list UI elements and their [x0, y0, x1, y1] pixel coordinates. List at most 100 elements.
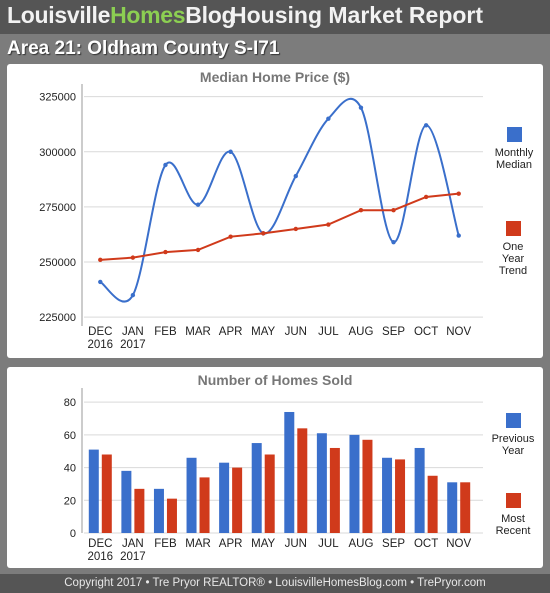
legend-swatch-monthly-median [506, 127, 522, 142]
legend-one-year-trend: One Year Trend [491, 221, 535, 277]
bar-previous-year [447, 482, 458, 533]
footer: Copyright 2017 • Tre Pryor REALTOR® • Lo… [0, 574, 550, 593]
series-line-one-year-trend [100, 192, 459, 261]
chart-title: Number of Homes Sold [198, 372, 353, 388]
y-tick-label: 0 [70, 528, 76, 540]
bar-most-recent [264, 454, 275, 533]
x-tick-label: FEB [154, 326, 177, 338]
header-bar: LouisvilleHomesBlog Housing Market Repor… [0, 0, 550, 34]
x-tick-label: JAN 2017 [120, 326, 146, 351]
x-tick-label: JUN [285, 538, 307, 550]
legend-swatch-one-year-trend [505, 221, 521, 236]
data-point [423, 123, 429, 128]
bar-most-recent [134, 488, 145, 533]
legend-most-recent: Most Recent [491, 493, 535, 537]
bar-previous-year [284, 411, 295, 533]
x-tick-label: NOV [446, 538, 471, 550]
x-tick-label: MAY [251, 538, 275, 550]
data-point [391, 208, 396, 213]
y-tick-label: 80 [64, 397, 76, 409]
x-tick-label: MAR [185, 326, 211, 338]
bar-previous-year [88, 449, 99, 533]
bar-most-recent [329, 447, 340, 533]
data-point [423, 194, 429, 200]
bar-most-recent [297, 428, 308, 533]
x-tick-label: DEC 2016 [87, 326, 113, 351]
data-point [456, 233, 461, 238]
series-line-monthly-median [99, 98, 460, 303]
y-tick-label: 275000 [39, 202, 76, 214]
x-tick-label: FEB [154, 538, 177, 550]
x-tick-label: MAY [251, 326, 275, 338]
y-tick-label: 40 [64, 463, 76, 475]
bar-most-recent [427, 475, 438, 533]
y-tick-label: 300000 [39, 147, 76, 159]
data-point [391, 239, 396, 245]
x-tick-label: AUG [348, 538, 373, 550]
legend-label-previous-year: Previous Year [491, 433, 535, 457]
data-point [358, 208, 364, 213]
bar-previous-year [414, 447, 425, 533]
legend-previous-year: Previous Year [487, 413, 539, 457]
brand-part-2: Homes [110, 2, 186, 28]
data-point [195, 202, 201, 207]
x-tick-label: JAN 2017 [120, 538, 146, 563]
data-point [228, 149, 233, 154]
x-tick-label: SEP [382, 538, 405, 550]
data-point [130, 292, 136, 298]
bar-most-recent [460, 482, 471, 533]
bar-previous-year [219, 462, 230, 533]
legend-monthly-median: Monthly Median [489, 127, 539, 171]
legend-label-one-year-trend: One Year Trend [498, 241, 528, 277]
legend-label-most-recent: Most Recent [495, 513, 531, 537]
brand-part-3: Blog [185, 2, 236, 28]
data-point [195, 247, 201, 253]
x-tick-label: JUL [318, 326, 339, 338]
y-tick-label: 250000 [39, 257, 76, 269]
y-tick-label: 60 [64, 430, 76, 442]
x-tick-label: JUN [285, 326, 307, 338]
median-price-chart: Median Home Price ($) 325000 300000 275000 2… [39, 69, 483, 351]
bar-previous-year [153, 488, 164, 533]
data-point [163, 162, 168, 168]
data-point [130, 255, 136, 260]
data-point [293, 226, 298, 232]
data-point [358, 105, 364, 110]
bar-previous-year [349, 434, 360, 533]
bar-previous-year [121, 470, 132, 533]
data-point [163, 249, 168, 255]
data-point [456, 191, 461, 196]
report-title: Housing Market Report [230, 2, 484, 28]
chart-title: Median Home Price ($) [200, 69, 350, 85]
y-tick-label: 225000 [39, 312, 76, 324]
x-tick-label: AUG [348, 326, 373, 338]
x-tick-label: JUL [318, 538, 339, 550]
legend-label-monthly-median: Monthly Median [494, 147, 534, 171]
area-title: Area 21: Oldham County S-I71 [7, 38, 280, 59]
bar-previous-year [382, 457, 393, 533]
homes-sold-chart: Number of Homes Sold 80 60 40 20 0 DEC 2016 JAN 2… [64, 372, 483, 563]
legend-swatch-most-recent [505, 493, 521, 508]
bar-most-recent [232, 467, 243, 533]
data-point [98, 279, 103, 285]
bar-previous-year [316, 433, 327, 533]
bar-most-recent [199, 477, 210, 533]
y-tick-label: 325000 [39, 92, 76, 104]
data-point [293, 173, 298, 179]
bar-previous-year [186, 457, 197, 533]
bar-most-recent [101, 454, 112, 533]
data-point [326, 116, 331, 121]
brand-logo: LouisvilleHomesBlog [7, 2, 236, 29]
median-price-panel: Median Home Price ($) 325000 300000 275000 2… [7, 64, 543, 358]
data-point [228, 234, 233, 239]
x-tick-label: SEP [382, 326, 405, 338]
data-point [98, 257, 103, 263]
x-tick-label: MAR [185, 538, 211, 550]
bar-most-recent [362, 439, 373, 533]
homes-sold-panel: Number of Homes Sold 80 60 40 20 0 DEC 2016 JAN 2… [7, 367, 543, 568]
x-tick-label: OCT [414, 326, 438, 338]
bar-most-recent [395, 459, 406, 533]
x-tick-label: OCT [414, 538, 438, 550]
x-tick-label: APR [219, 326, 243, 338]
bar-most-recent [166, 498, 177, 533]
